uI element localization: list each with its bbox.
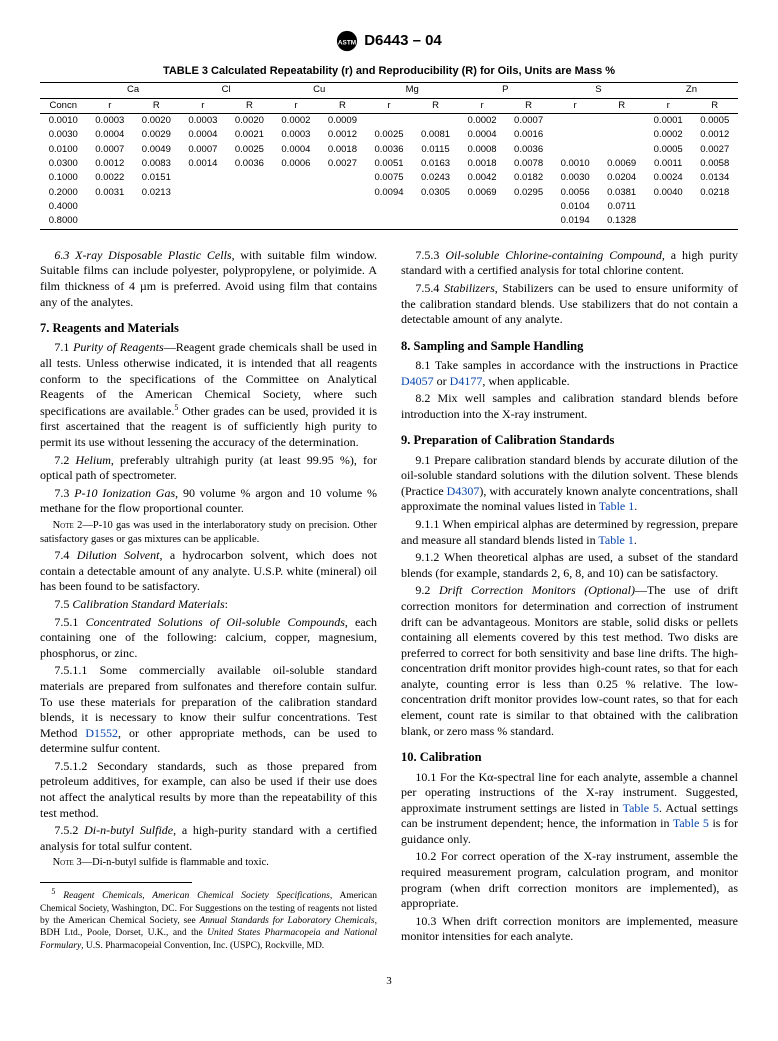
heading-9: 9. Preparation of Calibration Standards: [401, 432, 738, 448]
p-9-1-1: 9.1.1 When empirical alphas are determin…: [401, 517, 738, 548]
p-9-1: 9.1 Prepare calibration standard blends …: [401, 453, 738, 515]
p-7-5-3: 7.5.3 Oil-soluble Chlorine-containing Co…: [401, 248, 738, 279]
designation: D6443 – 04: [364, 31, 442, 51]
p-10-2: 10.2 For correct operation of the X-ray …: [401, 849, 738, 911]
p-9-1-2: 9.1.2 When theoretical alphas are used, …: [401, 550, 738, 581]
p-8-1: 8.1 Take samples in accordance with the …: [401, 358, 738, 389]
link-table1-b[interactable]: Table 1: [598, 533, 633, 547]
table3: CaClCuMgPSZn ConcnrRrRrRrRrRrRrR 0.00100…: [40, 82, 738, 229]
astm-logo: ASTM: [336, 30, 358, 52]
link-table5-b[interactable]: Table 5: [673, 816, 709, 830]
p-7-5-4: 7.5.4 Stabilizers, Stabilizers can be us…: [401, 281, 738, 328]
note-2: Note 2—P-10 gas was used in the interlab…: [40, 519, 377, 546]
link-d4177[interactable]: D4177: [450, 374, 483, 388]
p-7-3: 7.3 P-10 Ionization Gas, 90 volume % arg…: [40, 486, 377, 517]
heading-7: 7. Reagents and Materials: [40, 320, 377, 336]
p-10-3: 10.3 When drift correction monitors are …: [401, 914, 738, 945]
svg-text:ASTM: ASTM: [338, 40, 356, 47]
p-7-5-1: 7.5.1 Concentrated Solutions of Oil-solu…: [40, 615, 377, 662]
p-6-3: 6.3 X-ray Disposable Plastic Cells, with…: [40, 248, 377, 310]
p-7-1: 7.1 Purity of Reagents—Reagent grade che…: [40, 340, 377, 450]
p-7-5-1-2: 7.5.1.2 Secondary standards, such as tho…: [40, 759, 377, 821]
footnote-5: 5 Reagent Chemicals, American Chemical S…: [40, 887, 377, 952]
p-9-2: 9.2 Drift Correction Monitors (Optional)…: [401, 583, 738, 739]
heading-10: 10. Calibration: [401, 749, 738, 765]
p-7-5: 7.5 Calibration Standard Materials:: [40, 597, 377, 613]
p-8-2: 8.2 Mix well samples and calibration sta…: [401, 391, 738, 422]
link-d4307[interactable]: D4307: [447, 484, 480, 498]
link-d4057[interactable]: D4057: [401, 374, 434, 388]
page-number: 3: [40, 974, 738, 988]
footnote-separator: [40, 882, 192, 883]
p-7-4: 7.4 Dilution Solvent, a hydrocarbon solv…: [40, 548, 377, 595]
p-7-5-1-1: 7.5.1.1 Some commercially available oil-…: [40, 663, 377, 757]
link-table1-a[interactable]: Table 1: [599, 499, 634, 513]
link-table5-a[interactable]: Table 5: [623, 801, 659, 815]
heading-8: 8. Sampling and Sample Handling: [401, 338, 738, 354]
note-3: Note 3—Di-n-butyl sulfide is flammable a…: [40, 856, 377, 870]
p-7-5-2: 7.5.2 Di-n-butyl Sulfide, a high-purity …: [40, 823, 377, 854]
p-7-2: 7.2 Helium, preferably ultrahigh purity …: [40, 453, 377, 484]
table3-caption: TABLE 3 Calculated Repeatability (r) and…: [40, 64, 738, 78]
p-10-1: 10.1 For the Kα-spectral line for each a…: [401, 770, 738, 848]
link-d1552[interactable]: D1552: [85, 726, 118, 740]
page-header: ASTM D6443 – 04: [40, 30, 738, 52]
